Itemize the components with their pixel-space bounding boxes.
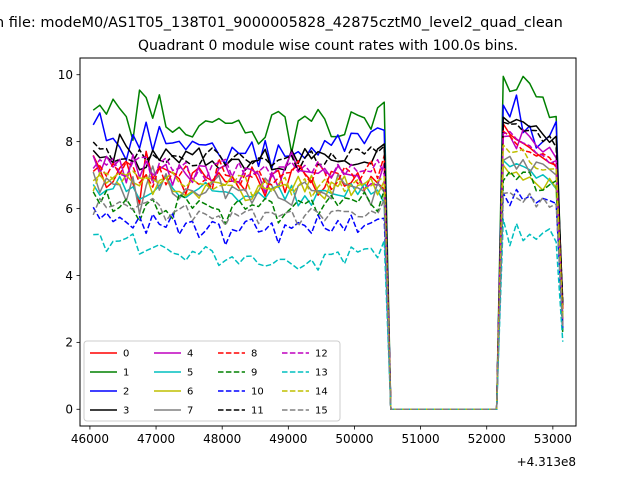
- x-tick-label: 52000: [468, 432, 506, 446]
- legend-label-9: 9: [251, 368, 257, 379]
- legend-label-15: 15: [315, 406, 328, 417]
- legend-label-14: 14: [315, 387, 328, 398]
- legend-label-2: 2: [123, 387, 129, 398]
- series-line-9: [92, 170, 564, 411]
- y-tick-label: 0: [65, 403, 73, 417]
- legend-box: [83, 340, 341, 422]
- legend-label-13: 13: [315, 368, 328, 379]
- series-line-15: [92, 191, 564, 411]
- legend-label-4: 4: [187, 349, 193, 360]
- x-offset-text: +4.313e8: [517, 455, 576, 469]
- y-tick-label: 10: [58, 68, 73, 82]
- legend-label-8: 8: [251, 349, 257, 360]
- legend-label-3: 3: [123, 406, 129, 417]
- x-tick-label: 50000: [335, 432, 373, 446]
- legend-label-7: 7: [187, 406, 193, 417]
- series-layer: [92, 75, 564, 411]
- y-tick-label: 6: [65, 202, 73, 216]
- y-tick-label: 8: [65, 135, 73, 149]
- figure-suptitle: n file: modeM0/AS1T05_138T01_9000005828_…: [0, 15, 563, 31]
- x-tick-label: 51000: [401, 432, 439, 446]
- legend-label-0: 0: [123, 349, 129, 360]
- y-axis: 0 2 4 6 8 10: [58, 68, 80, 417]
- x-tick-label: 48000: [203, 432, 241, 446]
- legend-label-6: 6: [187, 387, 193, 398]
- legend-label-11: 11: [251, 406, 264, 417]
- x-tick-label: 53000: [534, 432, 572, 446]
- legend-label-1: 1: [123, 368, 129, 379]
- legend-label-5: 5: [187, 368, 193, 379]
- chart-title: Quadrant 0 module wise count rates with …: [138, 38, 518, 54]
- x-axis: 46000 47000 48000 49000 50000 51000 52000 53000: [71, 426, 572, 446]
- x-tick-label: 49000: [269, 432, 307, 446]
- legend-label-12: 12: [315, 349, 328, 360]
- y-tick-label: 4: [65, 269, 73, 283]
- legend-label-10: 10: [251, 387, 264, 398]
- axes-frame: [79, 57, 577, 427]
- x-tick-label: 46000: [71, 432, 109, 446]
- y-tick-label: 2: [65, 336, 73, 350]
- x-tick-label: 47000: [137, 432, 175, 446]
- series-line-12: [92, 130, 564, 411]
